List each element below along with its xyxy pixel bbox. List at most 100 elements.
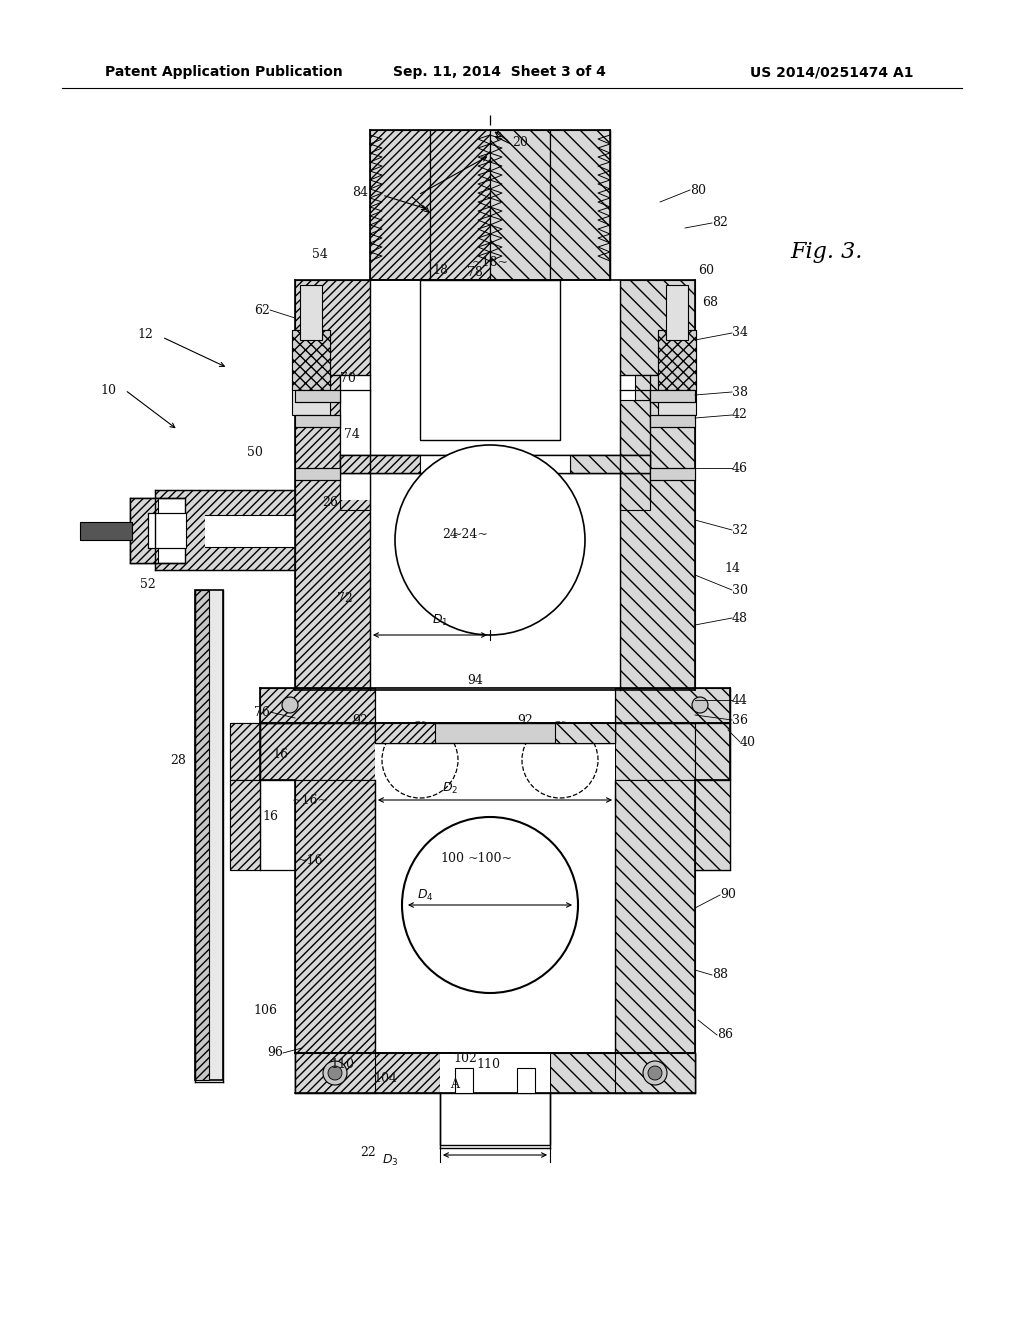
Bar xyxy=(440,1093,550,1144)
Bar xyxy=(295,280,370,690)
Text: 102: 102 xyxy=(453,1052,477,1064)
Bar xyxy=(230,780,260,870)
Text: 30: 30 xyxy=(732,583,748,597)
Bar xyxy=(340,389,370,500)
Bar xyxy=(375,688,615,723)
Bar xyxy=(650,469,695,480)
Bar xyxy=(370,129,610,280)
Polygon shape xyxy=(615,1053,695,1093)
Bar xyxy=(555,723,615,743)
Bar xyxy=(550,1053,695,1093)
Text: 16: 16 xyxy=(272,748,288,762)
Bar xyxy=(260,688,375,723)
Bar xyxy=(230,723,260,780)
Circle shape xyxy=(382,722,458,799)
Text: 48: 48 xyxy=(732,611,748,624)
Circle shape xyxy=(643,1061,667,1085)
Text: 50: 50 xyxy=(247,446,263,458)
Text: $D_1$: $D_1$ xyxy=(432,612,449,627)
Bar xyxy=(420,280,560,440)
Text: 92: 92 xyxy=(517,714,532,726)
Text: ~18~: ~18~ xyxy=(471,256,509,268)
Text: 90: 90 xyxy=(720,888,736,902)
Bar xyxy=(370,129,430,280)
Text: 14: 14 xyxy=(724,561,740,574)
Circle shape xyxy=(522,722,598,799)
Bar xyxy=(695,780,730,870)
Bar xyxy=(615,780,695,1053)
Bar xyxy=(195,590,209,1080)
Text: ~100~: ~100~ xyxy=(468,851,512,865)
Text: A: A xyxy=(451,1078,460,1092)
Text: 104: 104 xyxy=(373,1072,397,1085)
Bar xyxy=(490,129,550,280)
Bar xyxy=(80,521,132,540)
Text: 26: 26 xyxy=(323,496,338,510)
Bar xyxy=(230,780,260,870)
Bar xyxy=(340,389,370,510)
Circle shape xyxy=(323,1061,347,1085)
Text: 34: 34 xyxy=(732,326,748,339)
Bar xyxy=(260,723,375,780)
Bar xyxy=(375,723,615,743)
Bar xyxy=(375,723,435,743)
Bar xyxy=(205,515,295,546)
Bar xyxy=(155,490,295,570)
Text: 92: 92 xyxy=(352,714,368,726)
Bar xyxy=(295,469,340,480)
Bar xyxy=(300,285,322,341)
Text: 28: 28 xyxy=(170,754,186,767)
Bar xyxy=(295,375,370,400)
Bar xyxy=(292,330,330,414)
Text: 12: 12 xyxy=(137,329,153,342)
Circle shape xyxy=(402,817,578,993)
Text: 96: 96 xyxy=(267,1047,283,1060)
Bar xyxy=(440,1053,550,1093)
Bar xyxy=(666,285,688,341)
Bar xyxy=(615,688,730,723)
Bar xyxy=(260,723,730,780)
Bar xyxy=(370,280,620,690)
Bar xyxy=(155,490,295,570)
Circle shape xyxy=(395,445,585,635)
Text: 82: 82 xyxy=(712,216,728,230)
Bar xyxy=(658,330,696,414)
Text: 88: 88 xyxy=(712,969,728,982)
Bar xyxy=(615,723,730,780)
Text: 94: 94 xyxy=(467,673,483,686)
Text: 106: 106 xyxy=(253,1003,278,1016)
Text: Sep. 11, 2014  Sheet 3 of 4: Sep. 11, 2014 Sheet 3 of 4 xyxy=(393,65,606,79)
Bar xyxy=(375,723,615,780)
Text: ~16~: ~16~ xyxy=(292,793,329,807)
Bar xyxy=(230,723,260,780)
Bar xyxy=(375,780,615,1053)
Text: 18: 18 xyxy=(432,264,449,276)
Text: 68: 68 xyxy=(702,296,718,309)
Text: 76: 76 xyxy=(254,705,270,718)
Bar xyxy=(695,723,730,780)
Text: 70: 70 xyxy=(340,371,356,384)
Bar xyxy=(550,129,610,280)
Text: ~16: ~16 xyxy=(297,854,324,866)
Text: 16: 16 xyxy=(262,810,278,824)
Circle shape xyxy=(328,1067,342,1080)
Bar xyxy=(295,414,340,426)
Text: 20: 20 xyxy=(512,136,528,149)
Bar xyxy=(517,1068,535,1093)
Bar xyxy=(695,723,730,780)
Bar xyxy=(635,375,695,400)
Text: 100: 100 xyxy=(440,851,464,865)
Bar xyxy=(295,780,375,1053)
Bar xyxy=(292,330,330,389)
Text: 46: 46 xyxy=(732,462,748,474)
Text: ~24~: ~24~ xyxy=(452,528,488,541)
Text: 110: 110 xyxy=(476,1059,500,1072)
Bar xyxy=(695,780,730,870)
Bar xyxy=(430,129,490,280)
Text: 86: 86 xyxy=(717,1028,733,1041)
Bar xyxy=(455,1068,473,1093)
Circle shape xyxy=(692,697,708,713)
Text: 60: 60 xyxy=(698,264,714,276)
Text: 80: 80 xyxy=(690,183,706,197)
Bar xyxy=(195,590,223,1080)
